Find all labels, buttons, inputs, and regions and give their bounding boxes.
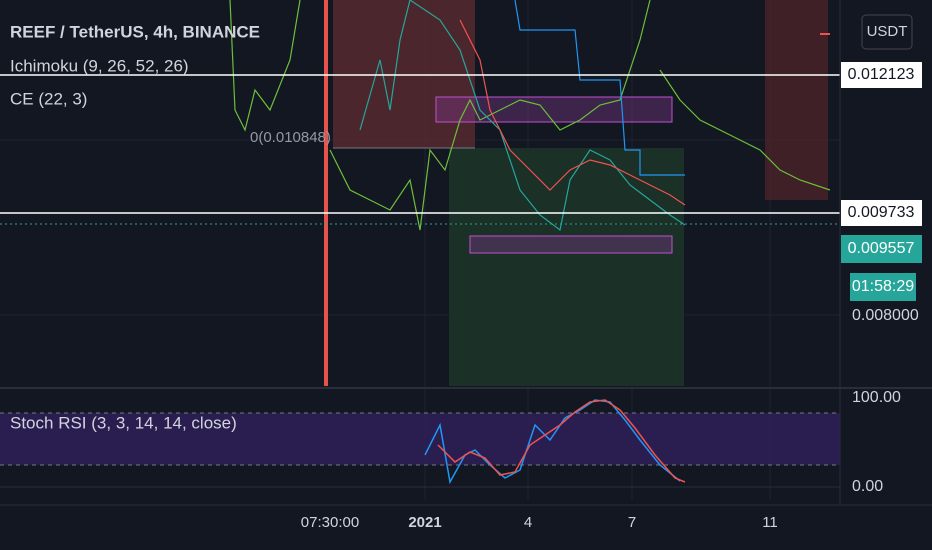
price-tag <box>841 62 922 88</box>
profit-zone <box>449 148 684 386</box>
stoch-d <box>437 399 686 483</box>
currency-button[interactable] <box>861 14 913 50</box>
time-label: 4 <box>524 514 532 531</box>
price-path <box>359 0 686 232</box>
price-tag <box>841 200 922 226</box>
ichimoku-lagging <box>329 0 651 231</box>
time-label: 2021 <box>408 514 441 531</box>
resistance-box <box>435 96 673 123</box>
indicator: CE (22, 3) <box>10 89 87 108</box>
stoch-title: Stoch RSI (3, 3, 14, 14, close) <box>10 413 237 432</box>
indicator: Ichimoku (9, 26, 52, 26) <box>10 56 189 75</box>
time-label: 07:30:00 <box>301 514 359 531</box>
last-price-tag <box>841 235 922 263</box>
countdown-tag <box>850 273 916 301</box>
ce-line <box>514 0 685 176</box>
support-box <box>469 235 673 254</box>
ichimoku-line <box>229 0 301 132</box>
ichimoku-base <box>659 69 831 191</box>
currency-label: USDT <box>867 23 908 40</box>
time-label: 7 <box>628 514 636 531</box>
stoch-band <box>0 413 840 465</box>
time-label: 11 <box>762 514 778 531</box>
symbol: REEF / TetherUS, 4h, BINANCE <box>10 22 260 41</box>
fib-label: 0(0.010848) <box>250 129 331 146</box>
last-price: 0.009557 <box>848 240 915 257</box>
stoch-k <box>424 399 681 485</box>
price-label: 0.008000 <box>852 307 919 324</box>
stoch-label: 100.00 <box>852 389 901 406</box>
stoch-label: 0.00 <box>852 478 883 495</box>
countdown: 01:58:29 <box>852 278 914 295</box>
ma-line <box>459 19 686 206</box>
cloud <box>765 0 828 200</box>
price-label: 0.012123 <box>848 66 915 83</box>
price-label: 0.009733 <box>848 204 915 221</box>
